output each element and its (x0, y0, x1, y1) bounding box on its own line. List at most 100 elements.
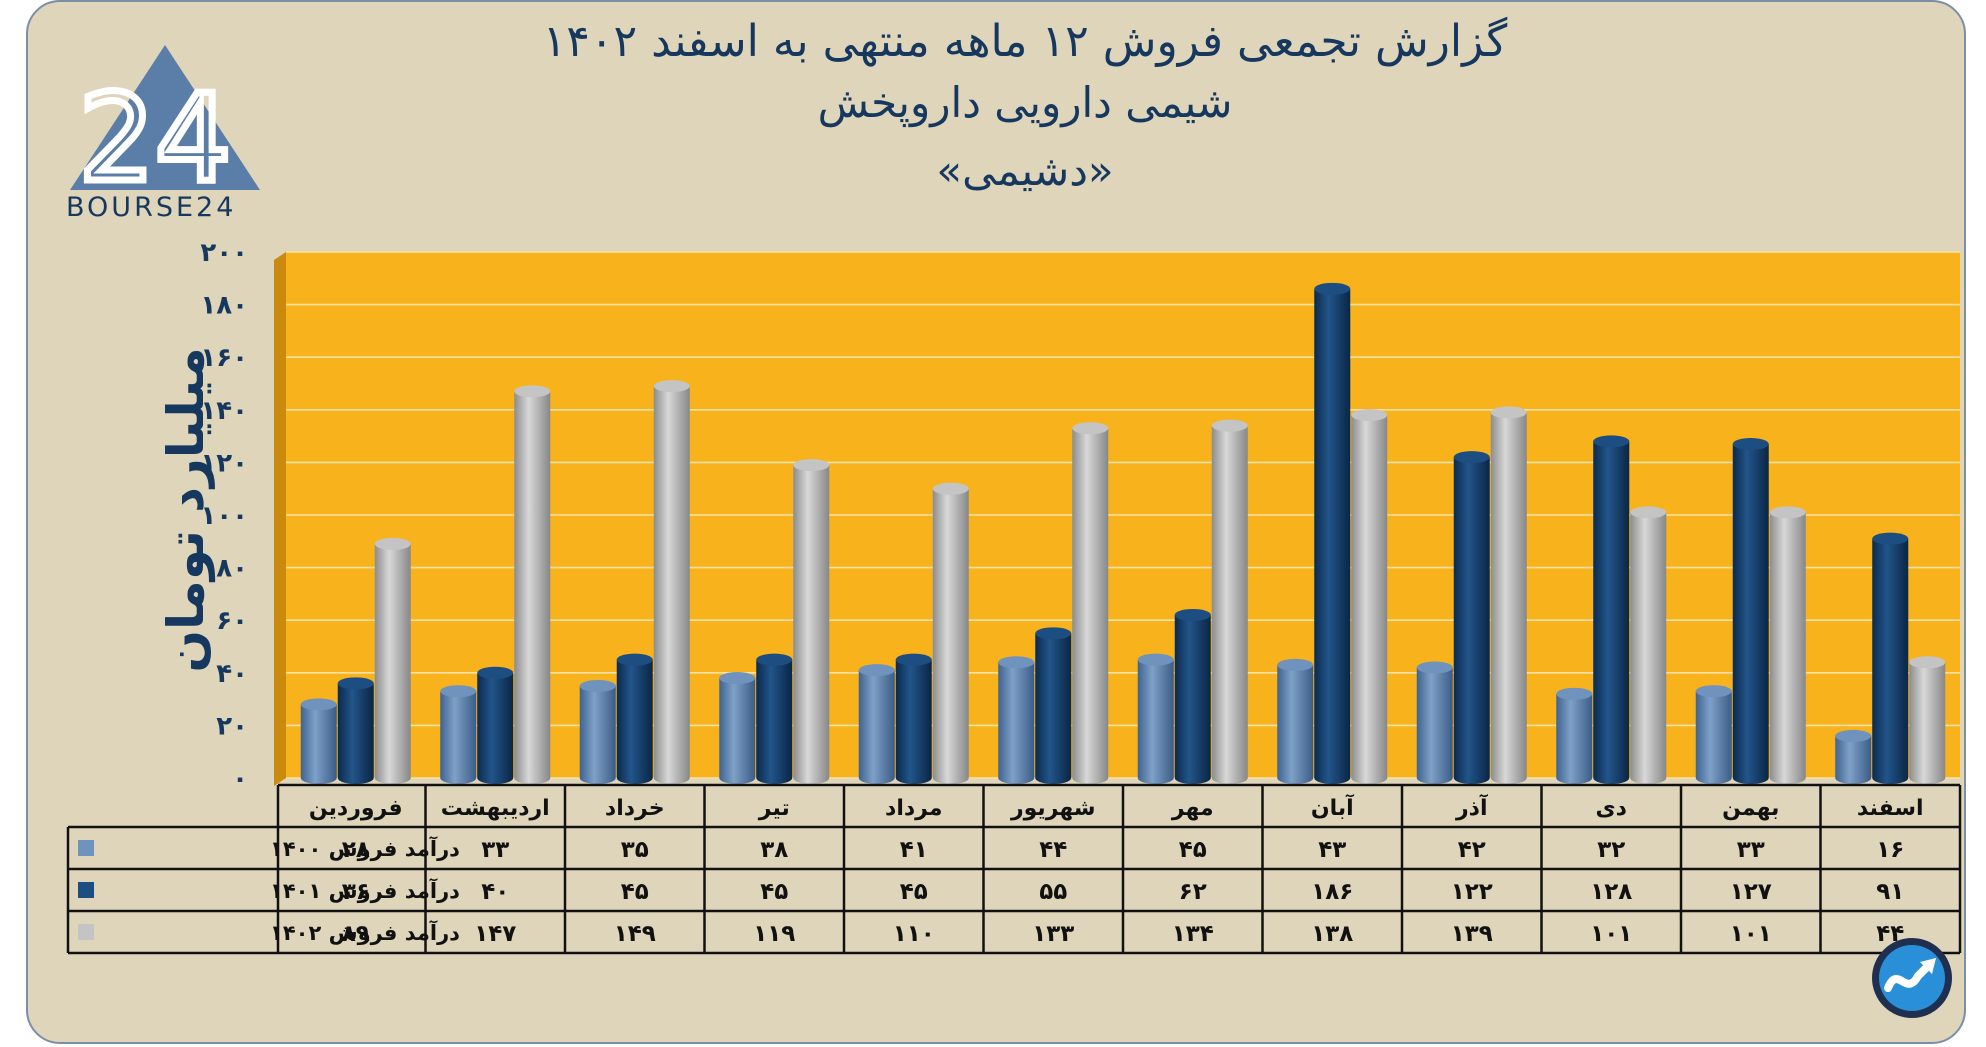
category-label: مرداد (885, 796, 942, 821)
data-label: ۴۵ (760, 879, 788, 905)
trend-arrow-icon (1870, 936, 1954, 1020)
data-label: ۶۲ (1179, 879, 1207, 905)
bar-top-1-0 (337, 677, 374, 690)
bar-0-2 (579, 685, 616, 784)
bar-0-3 (719, 678, 756, 784)
data-label: ۱۳۹ (1451, 921, 1493, 947)
bar-top-1-3 (756, 653, 793, 666)
data-label: ۵۵ (1039, 879, 1067, 905)
y-tick-label: ۲۰۰ (200, 238, 248, 268)
data-label: ۴۱ (900, 837, 928, 863)
plot-side-wall (274, 252, 286, 786)
bar-2-2 (653, 386, 690, 784)
category-label: شهریور (1010, 796, 1096, 821)
data-label: ۴۲ (1458, 837, 1486, 863)
category-label: اردیبهشت (441, 796, 550, 821)
bar-2-3 (793, 465, 830, 784)
bar-top-2-7 (1351, 409, 1388, 422)
bar-top-1-11 (1872, 532, 1909, 545)
bar-2-8 (1490, 412, 1527, 784)
data-label: ۴۴ (1039, 837, 1067, 863)
bar-top-1-8 (1453, 451, 1490, 464)
bar-top-0-1 (440, 685, 477, 698)
bar-2-7 (1351, 415, 1388, 784)
bar-top-0-7 (1277, 658, 1314, 671)
data-label: ۱۳۴ (1172, 921, 1214, 947)
legend-label-1: درآمد فروش ۱۴۰۱ (270, 878, 460, 903)
data-label: ۱۳۸ (1311, 921, 1353, 947)
logo-mark: 24 (79, 70, 232, 209)
bar-top-1-4 (895, 653, 932, 666)
bar-1-9 (1593, 441, 1630, 784)
bar-0-0 (300, 704, 337, 784)
data-label: ۸۹ (342, 921, 370, 947)
legend-swatch-2 (78, 924, 94, 940)
bar-1-5 (1035, 633, 1072, 784)
data-label: ۳۲ (1597, 837, 1625, 863)
bar-0-7 (1277, 664, 1314, 784)
category-label: آبان (1311, 793, 1354, 821)
legend-label-0: درآمد فروش ۱۴۰۰ (270, 836, 460, 861)
bar-top-2-2 (653, 380, 690, 393)
category-label: تیر (758, 796, 790, 821)
bar-top-0-4 (858, 664, 895, 677)
data-label: ۳۶ (342, 879, 370, 905)
category-label: مهر (1171, 796, 1214, 821)
y-tick-label: ۴۰ (216, 659, 248, 689)
data-label: ۳۸ (760, 837, 788, 863)
y-tick-label: ۱۸۰ (200, 291, 248, 321)
bar-top-2-4 (932, 482, 969, 495)
bourse24-logo: 24 (60, 40, 270, 230)
legend-swatch-0 (78, 840, 94, 856)
bar-2-9 (1630, 512, 1667, 784)
bar-top-0-11 (1835, 729, 1872, 742)
bar-0-9 (1556, 693, 1593, 784)
y-tick-label: ۲۰ (216, 711, 248, 741)
data-label: ۱۴۷ (474, 921, 516, 947)
bar-0-10 (1695, 691, 1732, 784)
y-tick-label: ۸۰ (216, 554, 248, 584)
bar-2-10 (1769, 512, 1806, 784)
bar-2-5 (1072, 428, 1109, 784)
bar-1-6 (1174, 614, 1211, 784)
bar-1-7 (1314, 288, 1351, 784)
category-label: اسفند (1857, 796, 1924, 821)
data-label: ۱۰۱ (1730, 921, 1772, 947)
bar-top-0-2 (579, 679, 616, 692)
chart-title: گزارش تجمعی فروش ۱۲ ماهه منتهی به اسفند … (542, 16, 1508, 67)
data-label: ۲۸ (342, 837, 370, 863)
bar-1-8 (1453, 457, 1490, 784)
bar-0-1 (440, 691, 477, 784)
bar-0-11 (1835, 735, 1872, 784)
bar-top-2-0 (374, 537, 411, 550)
bar-0-4 (858, 670, 895, 784)
bar-0-6 (1137, 659, 1174, 784)
data-label: ۴۵ (900, 879, 928, 905)
data-label: ۱۶ (1876, 837, 1904, 863)
bar-top-2-8 (1490, 406, 1527, 419)
y-tick-label: ۱۴۰ (200, 396, 248, 426)
chart-symbol: «دشیمی» (936, 146, 1114, 195)
bar-top-0-5 (998, 656, 1035, 669)
bar-1-11 (1872, 538, 1909, 784)
data-label: ۱۰۱ (1590, 921, 1632, 947)
data-label: ۳۵ (621, 837, 649, 863)
bar-top-0-0 (300, 698, 337, 711)
bar-1-4 (895, 659, 932, 784)
bar-1-2 (616, 659, 653, 784)
bar-2-6 (1211, 425, 1248, 784)
bar-top-0-9 (1556, 687, 1593, 700)
bar-top-1-10 (1732, 437, 1769, 450)
y-tick-label: ۰ (232, 764, 248, 794)
data-label: ۱۱۰ (893, 921, 935, 947)
data-label: ۳۳ (1737, 837, 1765, 863)
chart-subtitle: شیمی دارویی داروپخش (817, 78, 1233, 127)
bar-1-1 (477, 672, 514, 784)
category-label: فروردین (309, 796, 403, 821)
bar-top-2-9 (1630, 506, 1667, 519)
bar-top-1-2 (616, 653, 653, 666)
bar-top-1-6 (1174, 608, 1211, 621)
data-label: ۴۰ (481, 879, 509, 905)
data-label: ۱۱۹ (753, 921, 795, 947)
